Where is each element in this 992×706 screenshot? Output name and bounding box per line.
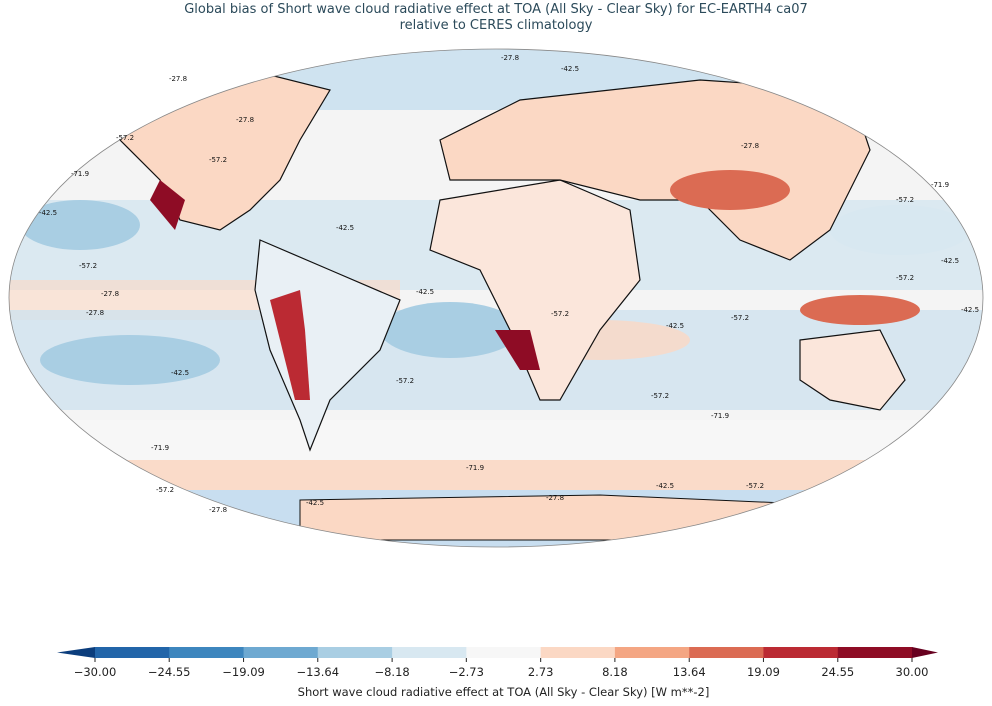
contour-label: -42.5: [171, 369, 189, 377]
contour-label: -57.2: [746, 482, 764, 490]
contour-label: -42.5: [561, 65, 579, 73]
colorbar-tick-label: 8.18: [602, 665, 628, 679]
colorbar-segment: [540, 647, 616, 658]
contour-label: -27.8: [86, 309, 104, 317]
contour-label: -57.2: [731, 314, 749, 322]
contour-labels: -71.9 -42.5 -57.2 -27.8 -27.8 -42.5 -71.9 -57.2…: [39, 54, 979, 514]
contour-label: -27.8: [209, 506, 227, 514]
map-border: [8, 48, 984, 548]
subtitle: relative to CERES climatology: [400, 18, 593, 33]
contour-label: -42.5: [666, 322, 684, 330]
colorbar-tick-label: −19.09: [222, 665, 265, 679]
colorbar-tick-label: 13.64: [673, 665, 706, 679]
contour-label: -71.9: [711, 412, 729, 420]
colorbar-under: [57, 647, 95, 658]
contour-label: -27.8: [501, 54, 519, 62]
contour-label: -57.2: [209, 156, 227, 164]
colorbar-segment: [689, 647, 764, 658]
colorbar-segment: [466, 647, 542, 658]
contour-label: -57.2: [396, 377, 414, 385]
contour-label: -42.5: [941, 257, 959, 265]
contour-label: -71.9: [931, 181, 949, 189]
contour-label: -71.9: [71, 170, 89, 178]
colorbar-tick-label: −30.00: [74, 665, 117, 679]
colorbar-tick-label: 2.73: [528, 665, 554, 679]
contour-label: -42.5: [656, 482, 674, 490]
colorbar-segment: [837, 647, 913, 658]
colorbar-tick-label: 24.55: [821, 665, 854, 679]
colorbar-segment: [614, 647, 690, 658]
colorbar-tick-label: −13.64: [296, 665, 339, 679]
contour-label: -27.8: [101, 290, 119, 298]
colorbar-segment: [763, 647, 839, 658]
colorbar-segment: [392, 647, 467, 658]
colorbar-over: [912, 647, 938, 658]
colorbar-label: Short wave cloud radiative effect at TOA…: [298, 685, 710, 699]
contour-label: -27.8: [546, 494, 564, 502]
colorbar-segment: [317, 647, 393, 658]
contour-label: -57.2: [551, 310, 569, 318]
colorbar-tick-label: 30.00: [896, 665, 929, 679]
contour-label: -57.2: [156, 486, 174, 494]
contour-label: -57.2: [651, 392, 669, 400]
colorbar-tick-label: 19.09: [747, 665, 780, 679]
colorbar-tick-label: −24.55: [148, 665, 191, 679]
contour-label: -42.5: [306, 499, 324, 507]
contour-label: -57.2: [79, 262, 97, 270]
contour-label: -27.8: [169, 75, 187, 83]
contour-label: -42.5: [39, 209, 57, 217]
colorbar-segment: [169, 647, 245, 658]
map: [9, 49, 983, 547]
contour-label: -42.5: [336, 224, 354, 232]
colorbar-tick-label: −8.18: [374, 665, 409, 679]
contour-label: -57.2: [896, 196, 914, 204]
contour-label: -27.8: [236, 116, 254, 124]
contour-label: -71.9: [466, 464, 484, 472]
colorbar-tick-label: −2.73: [449, 665, 484, 679]
contour-label: -42.5: [961, 306, 979, 314]
contour-label: -27.8: [741, 142, 759, 150]
contour-label: -42.5: [416, 288, 434, 296]
title: Global bias of Short wave cloud radiativ…: [184, 2, 808, 17]
colorbar-segment: [95, 647, 170, 658]
contour-label: -57.2: [116, 134, 134, 142]
contour-label: -71.9: [151, 444, 169, 452]
colorbar: −30.00 −24.55 −19.09 −13.64 −8.18 −2.73 2.73 8.…: [57, 647, 938, 699]
colorbar-segment: [243, 647, 319, 658]
contour-label: -57.2: [896, 274, 914, 282]
